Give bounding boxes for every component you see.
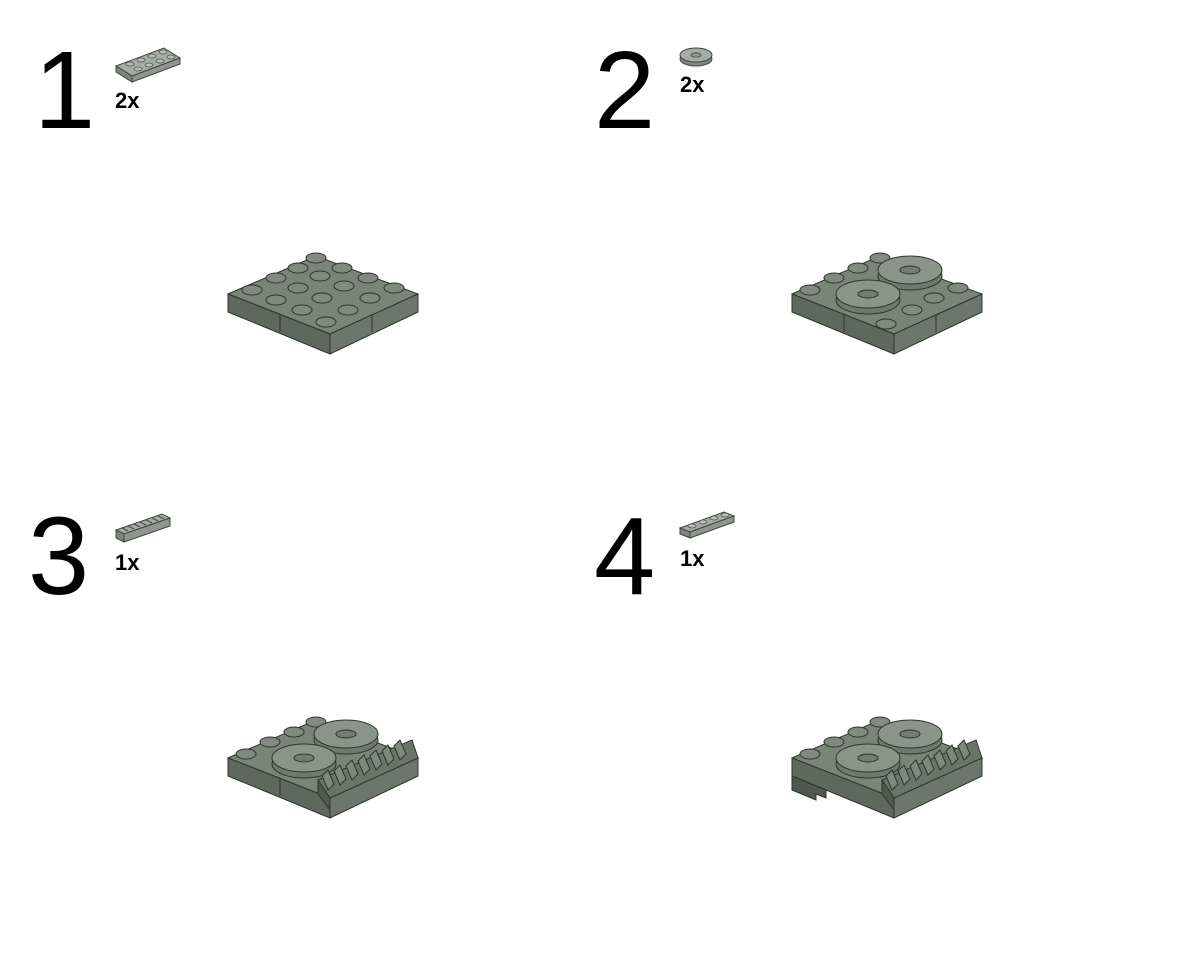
plate-1x4-icon [678, 511, 736, 539]
part-quantity: 2x [680, 72, 705, 97]
gear-rack-1x4-icon [114, 513, 172, 543]
model-base-plate [226, 252, 420, 355]
step-3: 3 1x [0, 478, 594, 955]
step-1: 1 2x [0, 0, 594, 478]
model-plate-with-round-tiles [790, 252, 984, 355]
part-quantity: 2x [115, 88, 140, 113]
step-number: 3 [28, 495, 90, 618]
step-4: 4 1x [594, 478, 1188, 955]
step-number: 1 [34, 29, 96, 152]
round-tile-2x2-icon [679, 47, 713, 67]
part-quantity: 1x [115, 550, 140, 575]
model-with-gear-rack [226, 716, 420, 819]
part-quantity: 1x [680, 546, 705, 571]
step-number: 2 [594, 29, 656, 152]
step-2: 2 2x [594, 0, 1188, 478]
model-complete-assembly [790, 716, 984, 819]
step-number: 4 [594, 495, 656, 618]
plate-2x4-icon [114, 47, 182, 83]
